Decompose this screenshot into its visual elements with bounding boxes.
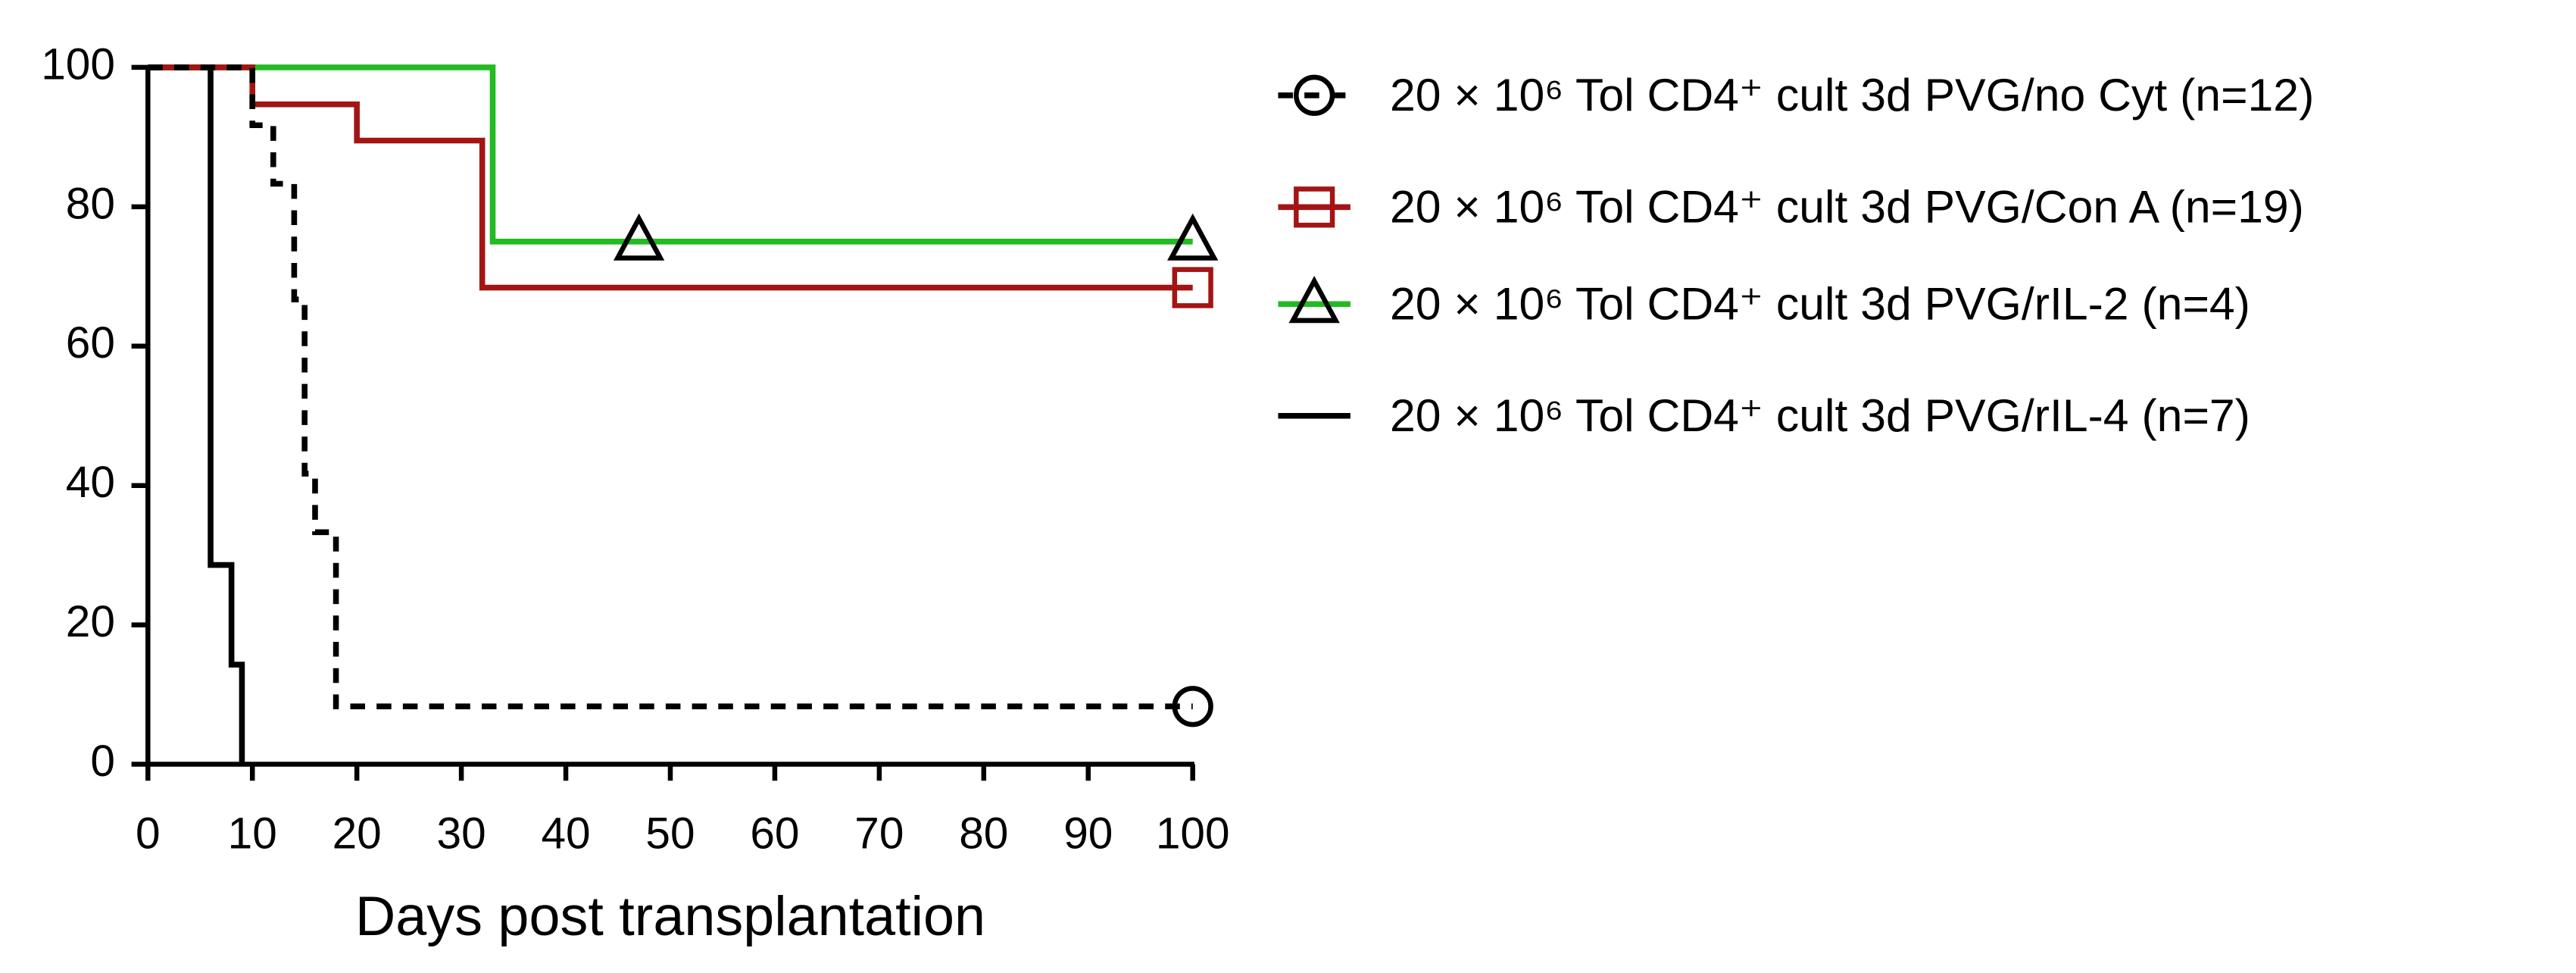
x-tick-label: 0 — [136, 809, 161, 858]
x-tick-label: 20 — [333, 809, 382, 858]
survival-line — [148, 64, 245, 765]
censor-marker — [1167, 213, 1219, 261]
x-tick-label: 50 — [645, 809, 695, 858]
legend-label: 20 × 10⁶ Tol CD4⁺ cult 3d PVG/rIL-4 (n=7… — [1390, 390, 2250, 441]
x-tick-label: 30 — [437, 809, 486, 858]
x-tick-label: 80 — [959, 809, 1008, 858]
x-tick-label: 40 — [541, 809, 590, 858]
x-tick-label: 10 — [228, 809, 277, 858]
censor-marker — [613, 213, 665, 261]
y-tick-label: 40 — [66, 458, 115, 507]
censor-marker — [1172, 686, 1213, 727]
legend-label: 20 × 10⁶ Tol CD4⁺ cult 3d PVG/no Cyt (n=… — [1390, 69, 2314, 120]
y-tick-label: 100 — [41, 39, 115, 89]
x-tick-label: 100 — [1156, 809, 1230, 858]
survival-line — [148, 64, 1193, 291]
survival-line — [148, 64, 1193, 710]
x-tick-label: 70 — [854, 809, 904, 858]
y-tick-label: 0 — [90, 737, 115, 786]
x-axis-label: Days post transplantation — [355, 884, 985, 947]
x-tick-label: 90 — [1063, 809, 1113, 858]
survival-line — [148, 64, 1193, 245]
x-tick-label: 60 — [750, 809, 799, 858]
y-tick-label: 80 — [66, 179, 115, 228]
y-tick-label: 20 — [66, 597, 115, 646]
legend-label: 20 × 10⁶ Tol CD4⁺ cult 3d PVG/rIL-2 (n=4… — [1390, 278, 2250, 330]
legend-marker — [1288, 276, 1340, 324]
legend-marker — [1294, 186, 1335, 228]
censor-marker — [1172, 267, 1213, 308]
legend-marker — [1294, 74, 1335, 116]
y-tick-label: 60 — [66, 318, 115, 368]
legend-label: 20 × 10⁶ Tol CD4⁺ cult 3d PVG/Con A (n=1… — [1390, 181, 2304, 233]
